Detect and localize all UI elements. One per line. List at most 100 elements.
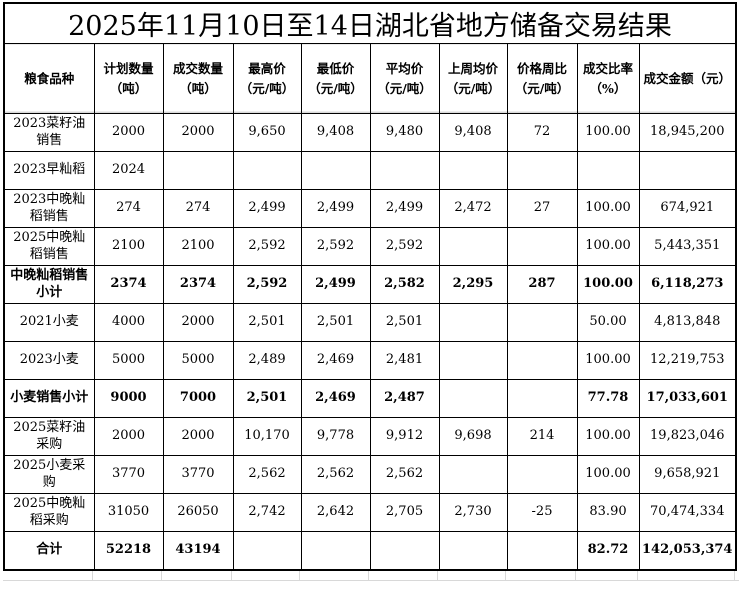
- value-cell: [369, 531, 440, 570]
- value-cell: 43194: [162, 531, 234, 570]
- value-cell: 2,592: [369, 227, 440, 266]
- value-cell: 18,945,200: [638, 113, 737, 152]
- ghost-gridline-cell: [369, 570, 438, 581]
- value-cell: 2,469: [300, 341, 371, 380]
- value-cell: 2,499: [369, 189, 440, 228]
- table-row: 2025中晚籼稻销售 2100 2100 2,592 2,592 2,592 100.00 5…: [3, 227, 737, 266]
- value-cell: 9,480: [369, 113, 440, 152]
- table-row: 小麦销售小计 9000 7000 2,501 2,469 2,487 77.78 17,033…: [3, 379, 737, 418]
- value-cell: 9,650: [232, 113, 302, 152]
- value-cell: 2,742: [232, 493, 302, 532]
- ghost-gridline-cell: [506, 570, 576, 581]
- value-cell: 2000: [93, 417, 164, 456]
- column-header: 成交比率 （%）: [576, 43, 640, 114]
- value-cell: 9,778: [300, 417, 371, 456]
- value-cell: 2,487: [369, 379, 440, 418]
- table-row: 2023菜籽油销售 2000 2000 9,650 9,408 9,480 9,408 72 1…: [3, 113, 737, 152]
- value-cell: 2,592: [300, 227, 371, 266]
- value-cell: 2,469: [300, 379, 371, 418]
- value-cell: 100.00: [576, 417, 640, 456]
- value-cell: 2,481: [369, 341, 440, 380]
- ghost-gridline-cell: [576, 570, 638, 581]
- value-cell: 26050: [162, 493, 234, 532]
- table-row: 中晚籼稻销售小计 2374 2374 2,592 2,499 2,582 2,295 287 1…: [3, 265, 737, 304]
- spreadsheet-gridlines: [3, 570, 739, 581]
- value-cell: 100.00: [576, 189, 640, 228]
- column-header: 平均价 （元/吨）: [369, 43, 440, 114]
- value-cell: [506, 455, 578, 494]
- value-cell: 274: [93, 189, 164, 228]
- grain-name-cell: 2023菜籽油销售: [3, 113, 95, 152]
- value-cell: [438, 303, 508, 342]
- results-table: 2025年11月10日至14日湖北省地方储备交易结果 粮食品种 计划数量 （吨） 成交…: [3, 2, 738, 571]
- value-cell: 2374: [93, 265, 164, 304]
- table-row: 2023中晚籼稻销售 274 274 2,499 2,499 2,499 2,472 27 10…: [3, 189, 737, 228]
- value-cell: 2,562: [300, 455, 371, 494]
- value-cell: [162, 151, 234, 190]
- value-cell: 82.72: [576, 531, 640, 570]
- value-cell: 100.00: [576, 265, 640, 304]
- grain-name-cell: 2023小麦: [3, 341, 95, 380]
- value-cell: [232, 151, 302, 190]
- column-header: 计划数量 （吨）: [93, 43, 164, 114]
- value-cell: 5,443,351: [638, 227, 737, 266]
- value-cell: [506, 379, 578, 418]
- value-cell: 4,813,848: [638, 303, 737, 342]
- value-cell: [506, 151, 578, 190]
- value-cell: [438, 379, 508, 418]
- value-cell: 100.00: [576, 227, 640, 266]
- value-cell: [300, 151, 371, 190]
- value-cell: 2,562: [369, 455, 440, 494]
- value-cell: [438, 341, 508, 380]
- value-cell: 2,562: [232, 455, 302, 494]
- value-cell: 19,823,046: [638, 417, 737, 456]
- value-cell: 27: [506, 189, 578, 228]
- column-header: 成交金额（元）: [638, 43, 737, 114]
- value-cell: [638, 151, 737, 190]
- value-cell: 77.78: [576, 379, 640, 418]
- value-cell: 4000: [93, 303, 164, 342]
- ghost-gridline-cell: [3, 570, 93, 581]
- value-cell: 2100: [93, 227, 164, 266]
- value-cell: 674,921: [638, 189, 737, 228]
- value-cell: [438, 151, 508, 190]
- value-cell: 50.00: [576, 303, 640, 342]
- value-cell: [300, 531, 371, 570]
- value-cell: 2,501: [232, 303, 302, 342]
- value-cell: 142,053,374: [638, 531, 737, 570]
- grain-name-cell: 合计: [3, 531, 95, 570]
- column-header: 最低价 （元/吨）: [300, 43, 371, 114]
- column-header: 最高价 （元/吨）: [232, 43, 302, 114]
- value-cell: 2000: [162, 417, 234, 456]
- value-cell: 3770: [162, 455, 234, 494]
- table-title: 2025年11月10日至14日湖北省地方储备交易结果: [3, 2, 737, 44]
- ghost-gridline-cell: [638, 570, 736, 581]
- value-cell: 2100: [162, 227, 234, 266]
- value-cell: [576, 151, 640, 190]
- grain-name-cell: 2025中晚籼稻采购: [3, 493, 95, 532]
- value-cell: 100.00: [576, 455, 640, 494]
- value-cell: 2000: [162, 113, 234, 152]
- ghost-gridline-cell: [162, 570, 232, 581]
- table-row: 2023小麦 5000 5000 2,489 2,469 2,481 100.00 12,21…: [3, 341, 737, 380]
- grain-name-cell: 2021小麦: [3, 303, 95, 342]
- table-row: 2023早籼稻 2024: [3, 151, 737, 190]
- grain-name-cell: 2025菜籽油采购: [3, 417, 95, 456]
- table-row: 2025菜籽油采购 2000 2000 10,170 9,778 9,912 9,698 21…: [3, 417, 737, 456]
- value-cell: 52218: [93, 531, 164, 570]
- value-cell: 2,501: [232, 379, 302, 418]
- value-cell: 31050: [93, 493, 164, 532]
- value-cell: 2,295: [438, 265, 508, 304]
- grain-name-cell: 2025小麦采购: [3, 455, 95, 494]
- value-cell: 2,582: [369, 265, 440, 304]
- value-cell: 2,501: [300, 303, 371, 342]
- spreadsheet-area: 2025年11月10日至14日湖北省地方储备交易结果 粮食品种 计划数量 （吨） 成交…: [3, 2, 739, 581]
- value-cell: [369, 151, 440, 190]
- value-cell: 287: [506, 265, 578, 304]
- value-cell: 2024: [93, 151, 164, 190]
- ghost-gridline-cell: [438, 570, 506, 581]
- value-cell: 2,592: [232, 265, 302, 304]
- value-cell: 2,705: [369, 493, 440, 532]
- grain-name-cell: 2023中晚籼稻销售: [3, 189, 95, 228]
- value-cell: 70,474,334: [638, 493, 737, 532]
